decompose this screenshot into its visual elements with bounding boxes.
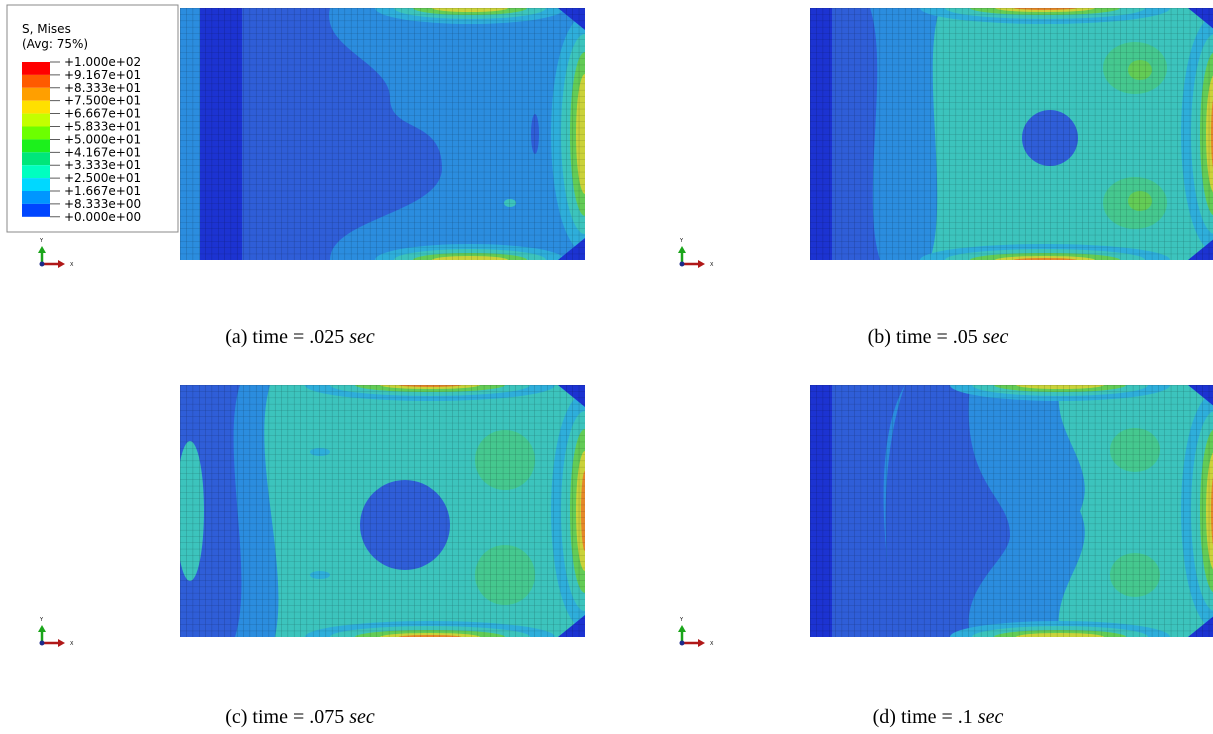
legend-label: +9.167e+01	[64, 68, 141, 82]
triad-origin	[680, 641, 685, 646]
caption-label: (d) time = .1	[873, 706, 973, 728]
caption-unit: sec	[983, 326, 1009, 348]
legend-swatch	[22, 127, 50, 140]
legend-swatch	[22, 204, 50, 217]
legend-swatch	[22, 139, 50, 152]
legend-swatch	[22, 75, 50, 88]
axis-label: Y	[679, 238, 684, 244]
axis-triad: YX	[678, 238, 714, 268]
legend-label: +5.000e+01	[64, 132, 141, 146]
mesh	[810, 8, 1213, 260]
legend-label: +5.833e+01	[64, 120, 141, 134]
axis-label: X	[70, 641, 74, 647]
caption: (c) time = .075 sec	[225, 706, 375, 729]
x-arrow-head	[698, 260, 705, 268]
axis-label: X	[710, 641, 714, 647]
y-arrow-head	[38, 246, 46, 253]
caption: (a) time = .025 sec	[225, 326, 375, 349]
axis-label: Y	[679, 617, 684, 623]
caption-label: (b) time = .05	[868, 326, 978, 348]
legend-label: +3.333e+01	[64, 158, 141, 172]
y-arrow-head	[678, 625, 686, 632]
caption-unit: sec	[978, 706, 1004, 728]
caption: (b) time = .05 sec	[868, 326, 1009, 349]
caption-unit: sec	[349, 326, 375, 348]
caption-label: (a) time = .025	[225, 326, 344, 348]
caption: (d) time = .1 sec	[873, 706, 1004, 729]
legend-label: +0.000e+00	[64, 210, 141, 224]
legend: S, Mises (Avg: 75%) +1.000e+02+9.167e+01…	[7, 5, 178, 232]
contour-plot	[180, 0, 619, 276]
legend-swatch	[22, 191, 50, 204]
axis-label: X	[710, 262, 714, 268]
legend-swatch	[22, 101, 50, 114]
caption-label: (c) time = .075	[225, 706, 344, 728]
axis-label: Y	[39, 238, 44, 244]
mesh	[180, 385, 585, 637]
y-arrow-head	[38, 625, 46, 632]
legend-swatch	[22, 152, 50, 165]
legend-label: +7.500e+01	[64, 94, 141, 108]
legend-label: +2.500e+01	[64, 171, 141, 185]
legend-swatch	[22, 114, 50, 127]
x-arrow-head	[58, 260, 65, 268]
figure: S, Mises (Avg: 75%) +1.000e+02+9.167e+01…	[0, 0, 1213, 734]
legend-swatch	[22, 62, 50, 75]
legend-label: +4.167e+01	[64, 145, 141, 159]
caption-unit: sec	[349, 706, 375, 728]
y-arrow-head	[678, 246, 686, 253]
legend-label: +1.000e+02	[64, 55, 141, 69]
axis-label: Y	[39, 617, 44, 623]
legend-label: +6.667e+01	[64, 107, 141, 121]
legend-label: +8.333e+01	[64, 81, 141, 95]
legend-label: +8.333e+00	[64, 197, 141, 211]
legend-title: S, Mises	[22, 22, 71, 36]
contour-plot	[176, 369, 619, 653]
triad-origin	[40, 641, 45, 646]
triad-origin	[680, 262, 685, 267]
axis-triad: YX	[678, 617, 714, 647]
legend-swatch	[22, 165, 50, 178]
x-arrow-head	[698, 639, 705, 647]
mesh	[180, 8, 585, 260]
axis-label: X	[70, 262, 74, 268]
axis-triad: YX	[38, 617, 74, 647]
x-arrow-head	[58, 639, 65, 647]
axis-triad: YX	[38, 238, 74, 268]
page: S, Mises (Avg: 75%) +1.000e+02+9.167e+01…	[0, 0, 1213, 734]
legend-subtitle: (Avg: 75%)	[22, 37, 88, 51]
legend-swatch	[22, 88, 50, 101]
legend-swatch	[22, 178, 50, 191]
mesh	[810, 385, 1213, 637]
contour-plot	[810, 0, 1213, 276]
contour-plot	[810, 369, 1213, 653]
legend-label: +1.667e+01	[64, 184, 141, 198]
triad-origin	[40, 262, 45, 267]
